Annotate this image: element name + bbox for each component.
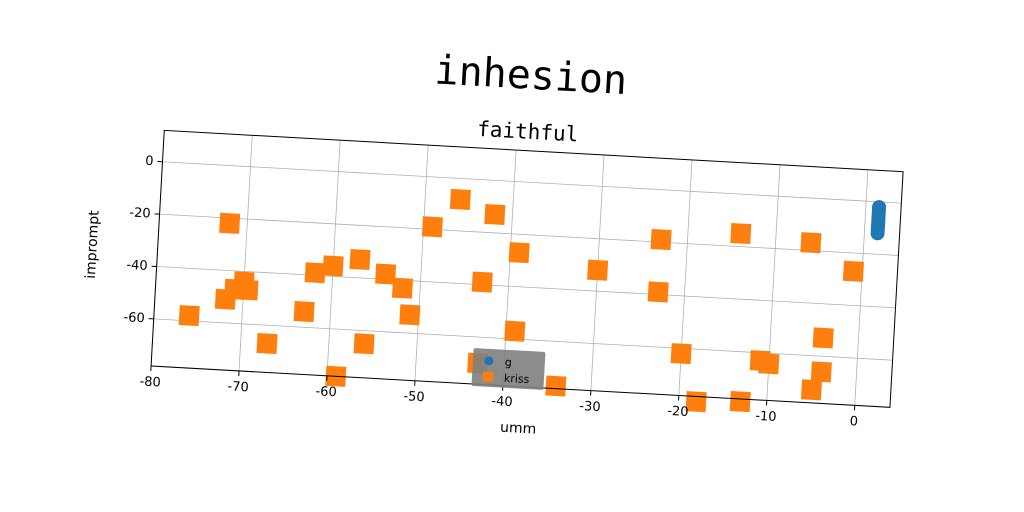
data-point-kriss: [843, 261, 864, 282]
x-axis-label: umm: [500, 420, 537, 438]
x-tick-label: -70: [227, 379, 249, 395]
legend-marker-kriss: [483, 372, 494, 383]
data-point-kriss: [509, 242, 530, 263]
data-point-kriss: [730, 391, 751, 412]
data-point-kriss: [648, 281, 669, 302]
chart-title: inhesion: [433, 47, 628, 104]
x-tick-label: -40: [491, 394, 513, 410]
legend-label-kriss: kriss: [504, 372, 530, 386]
data-point-kriss: [179, 305, 200, 326]
data-point-kriss: [758, 353, 779, 374]
data-point-kriss: [651, 229, 672, 250]
data-point-kriss: [686, 391, 707, 412]
data-point-kriss: [256, 333, 277, 354]
x-tick-label: -50: [403, 389, 425, 405]
data-point-kriss: [504, 321, 525, 342]
data-point-kriss: [472, 272, 493, 293]
data-point-kriss: [422, 216, 443, 237]
x-tick-label: -20: [667, 404, 689, 420]
data-point-kriss: [545, 375, 566, 396]
chart-subtitle: faithful: [477, 117, 579, 147]
data-point-kriss: [392, 278, 413, 299]
data-point-kriss: [671, 343, 692, 364]
x-tick-label: 0: [849, 414, 858, 429]
y-axis-label: imprompt: [83, 209, 103, 279]
x-tick-label: -60: [315, 384, 337, 400]
y-tick-label: -60: [123, 310, 145, 326]
data-point-kriss: [354, 333, 375, 354]
data-point-kriss: [801, 379, 822, 400]
data-point-kriss: [219, 213, 240, 234]
data-point-kriss: [811, 361, 832, 382]
y-tick-label: -20: [129, 205, 151, 221]
legend: g kriss: [471, 348, 545, 390]
data-point-kriss: [450, 189, 471, 210]
data-point-kriss: [587, 260, 608, 281]
legend-label-g: g: [504, 356, 512, 369]
x-tick-label: -30: [579, 399, 601, 415]
data-point-kriss: [294, 301, 315, 322]
x-tick-label: -80: [139, 374, 161, 390]
data-point-kriss: [323, 255, 344, 276]
series-g: [870, 200, 886, 241]
y-tick-label: 0: [145, 154, 154, 169]
data-point-kriss: [800, 232, 821, 253]
data-point-kriss: [730, 223, 751, 244]
y-tick-label: -40: [126, 258, 148, 274]
data-point-kriss: [237, 279, 258, 300]
data-point-kriss: [813, 327, 834, 348]
data-point-kriss: [484, 204, 505, 225]
chart-rotation-group: inhesion faithful -80 -70 -60 -50 -40 -30 -20 -…: [75, 28, 908, 457]
data-point-kriss: [399, 304, 420, 325]
data-point-kriss: [349, 249, 370, 270]
data-point-kriss: [305, 262, 326, 283]
x-tick-label: -10: [755, 409, 777, 425]
